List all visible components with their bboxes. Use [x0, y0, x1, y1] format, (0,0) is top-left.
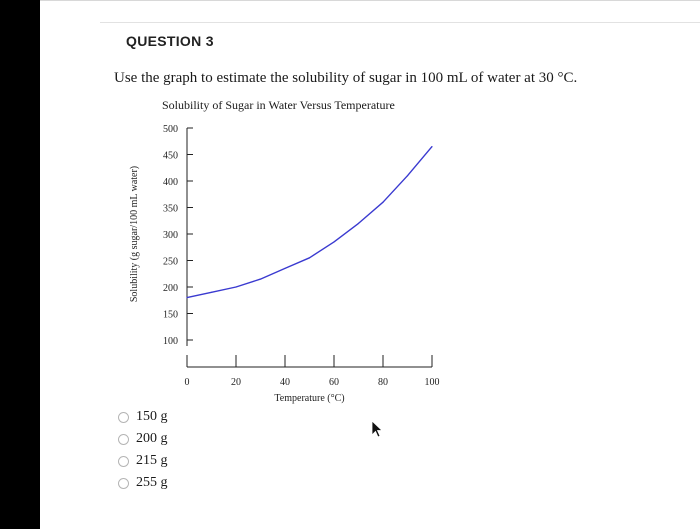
data-point — [308, 257, 311, 259]
data-point — [431, 145, 433, 148]
y-tick-label: 450 — [163, 151, 178, 162]
answer-option-255g[interactable]: 255 g — [118, 472, 168, 494]
answer-option-label: 215 g — [136, 453, 168, 468]
answer-option-label: 150 g — [136, 409, 168, 424]
data-point — [357, 222, 360, 224]
y-tick-label: 400 — [163, 177, 178, 188]
answer-options: 150 g 200 g 215 g 255 g — [118, 406, 168, 494]
solubility-chart: 100 150 200 250 300 350 400 450 500 0 20 40 60 80 100 T… — [129, 124, 440, 404]
question-divider — [100, 22, 700, 23]
x-tick-label: 20 — [231, 377, 241, 388]
answer-option-215g[interactable]: 215 g — [118, 450, 168, 472]
x-axis-title: Temperature (°C) — [274, 393, 344, 404]
x-tick-label: 100 — [425, 377, 440, 388]
chart-title: Solubility of Sugar in Water Versus Temp… — [162, 98, 395, 112]
y-tick-label: 100 — [163, 336, 178, 347]
data-point — [284, 267, 286, 270]
radio-unselected-icon[interactable] — [118, 433, 129, 445]
answer-option-200g[interactable]: 200 g — [118, 428, 168, 450]
x-tick-label: 0 — [185, 377, 190, 388]
data-point — [259, 278, 262, 280]
radio-unselected-icon[interactable] — [118, 411, 129, 423]
y-tick-label: 250 — [163, 257, 178, 268]
question-title: QUESTION 3 — [126, 33, 214, 49]
solubility-curve — [186, 146, 433, 299]
data-point — [186, 297, 188, 299]
data-point — [235, 286, 237, 288]
radio-unselected-icon[interactable] — [118, 477, 129, 489]
data-point — [406, 175, 409, 177]
y-tick-label: 500 — [163, 124, 178, 135]
answer-option-label: 255 g — [136, 475, 168, 490]
y-tick-label: 300 — [163, 230, 178, 241]
top-divider — [40, 0, 700, 1]
data-point — [382, 201, 384, 203]
y-tick-label: 350 — [163, 204, 178, 215]
mouse-pointer-icon — [371, 420, 383, 438]
data-point — [333, 241, 335, 243]
y-tick-label: 200 — [163, 283, 178, 294]
y-tick-label: 150 — [163, 310, 178, 321]
y-axis-title: Solubility (g sugar/100 mL water) — [129, 166, 140, 302]
data-point — [210, 291, 213, 293]
x-tick-label: 40 — [280, 377, 290, 388]
x-tick-label: 80 — [378, 377, 388, 388]
left-dark-border — [0, 0, 40, 529]
answer-option-150g[interactable]: 150 g — [118, 406, 168, 428]
question-text: Use the graph to estimate the solubility… — [114, 70, 578, 86]
x-tick-label: 60 — [329, 377, 339, 388]
answer-option-label: 200 g — [136, 431, 168, 446]
radio-unselected-icon[interactable] — [118, 455, 129, 467]
